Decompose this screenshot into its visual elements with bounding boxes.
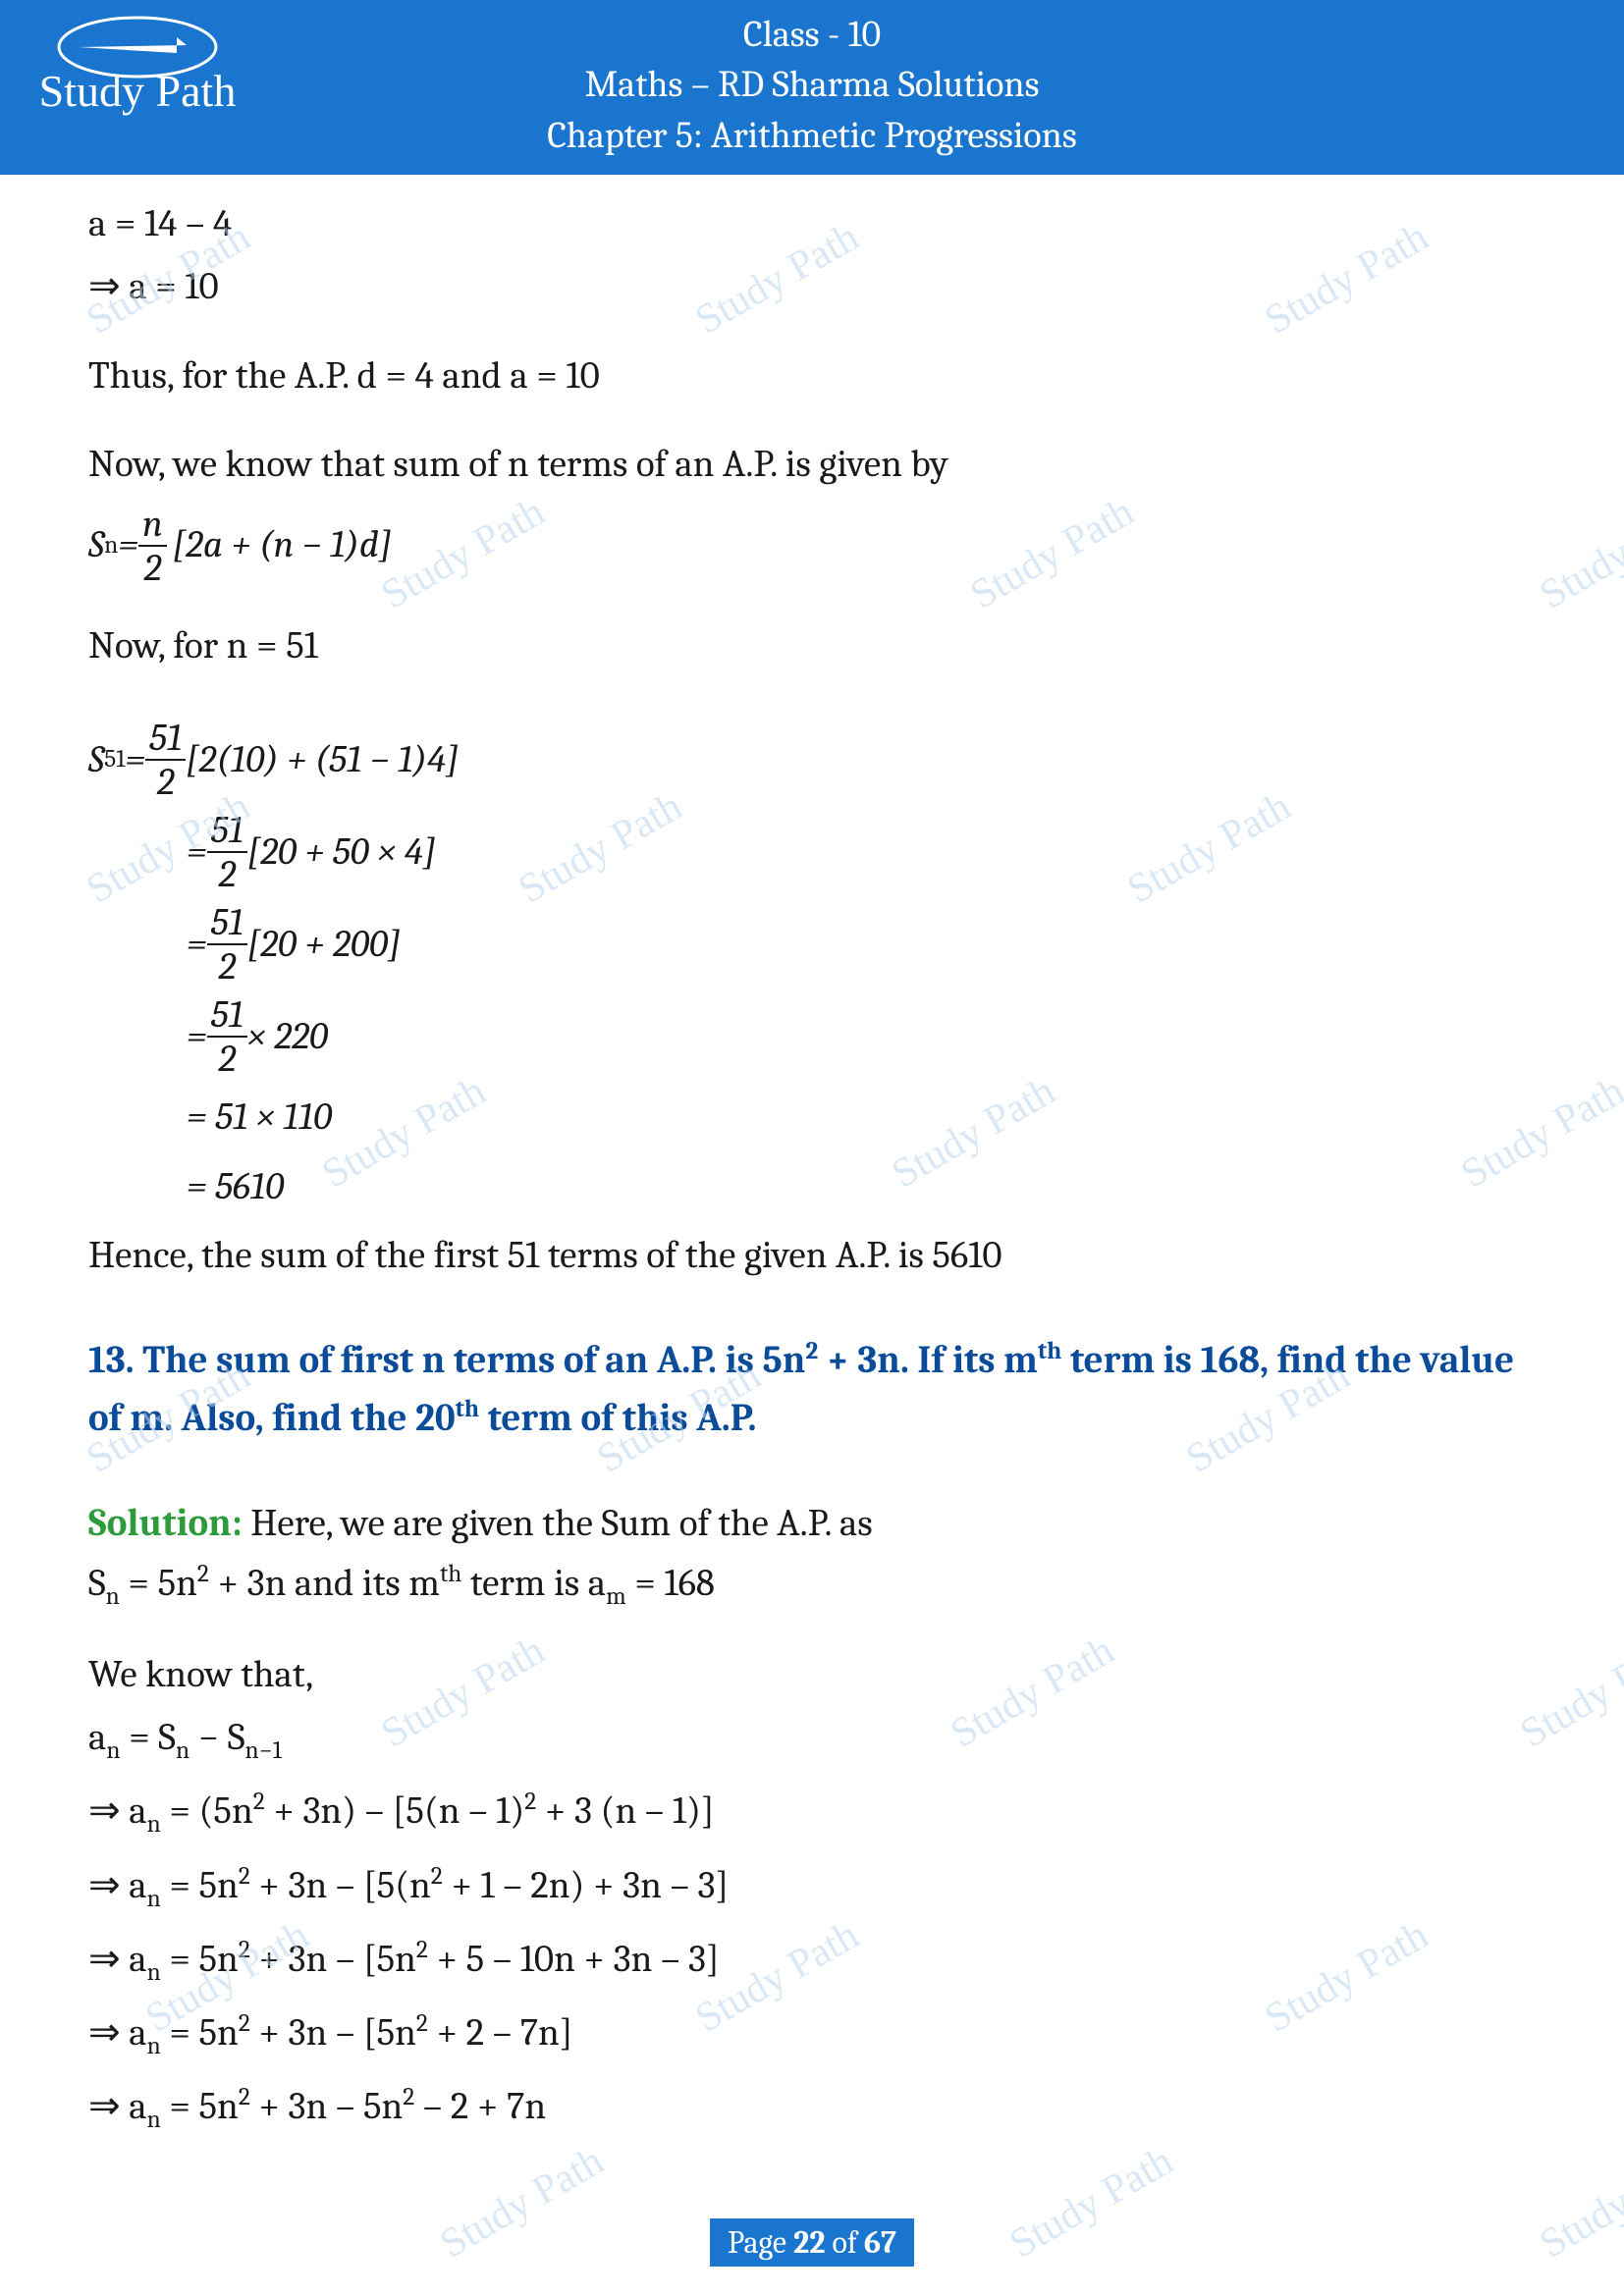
text-line: Now, we know that sum of n terms of an A…: [88, 435, 1536, 494]
text-line: Thus, for the A.P. d = 4 and a = 10: [88, 347, 1536, 405]
text-line: Now, for n = 51: [88, 616, 1536, 675]
page-footer: Page 22 of 67: [710, 2218, 914, 2267]
equation-row: S51 = 512 [2(10) + (51 − 1)4]: [88, 719, 1536, 801]
text-line: ⇒ an = 5n2 + 3n – [5n2 + 2 – 7n]: [88, 2003, 1536, 2065]
equation-row: = 512 [20 + 200]: [88, 903, 1536, 986]
watermark: Study Path: [1001, 2137, 1181, 2268]
text-line: Sn = 5n2 + 3n and its mth term is am = 1…: [88, 1554, 1536, 1616]
logo-text: Study Path: [39, 66, 237, 116]
equation-row: = 51 × 110: [88, 1088, 1536, 1147]
watermark: Study Path: [432, 2137, 612, 2268]
header-chapter: Chapter 5: Arithmetic Progressions: [0, 111, 1624, 161]
equation-row: = 512 × 220: [88, 995, 1536, 1078]
equation-sn-formula: Sn = n2 [2a + (n − 1)d]: [88, 505, 1536, 587]
text-line: We know that,: [88, 1645, 1536, 1704]
text-line: Hence, the sum of the first 51 terms of …: [88, 1226, 1536, 1285]
text-line: ⇒ an = 5n2 + 3n – [5(n2 + 1 – 2n) + 3n –…: [88, 1856, 1536, 1918]
equation-row: = 5610: [88, 1157, 1536, 1216]
page-content: a = 14 – 4 ⇒ a = 10 Thus, for the A.P. d…: [0, 175, 1624, 2139]
study-path-logo: Study Path: [29, 8, 245, 116]
text-line: ⇒ an = (5n2 + 3n) – [5(n – 1)2 + 3 (n – …: [88, 1782, 1536, 1843]
solution-label: Solution:: [88, 1501, 243, 1545]
watermark: Study Path: [1532, 2137, 1624, 2268]
text-line: a = 14 – 4: [88, 194, 1536, 253]
question-13: 13. The sum of first n terms of an A.P. …: [88, 1332, 1536, 1447]
text-line: ⇒ an = 5n2 + 3n – [5n2 + 5 – 10n + 3n – …: [88, 1930, 1536, 1992]
text-line: an = Sn − Sn−1: [88, 1708, 1536, 1770]
equation-row: = 512 [20 + 50 × 4]: [88, 811, 1536, 893]
text-line: ⇒ an = 5n2 + 3n – 5n2 – 2 + 7n: [88, 2077, 1536, 2139]
text-line: ⇒ a = 10: [88, 257, 1536, 316]
solution-intro: Solution: Here, we are given the Sum of …: [88, 1494, 1536, 1553]
page-header: Study Path Class - 10 Maths – RD Sharma …: [0, 0, 1624, 175]
